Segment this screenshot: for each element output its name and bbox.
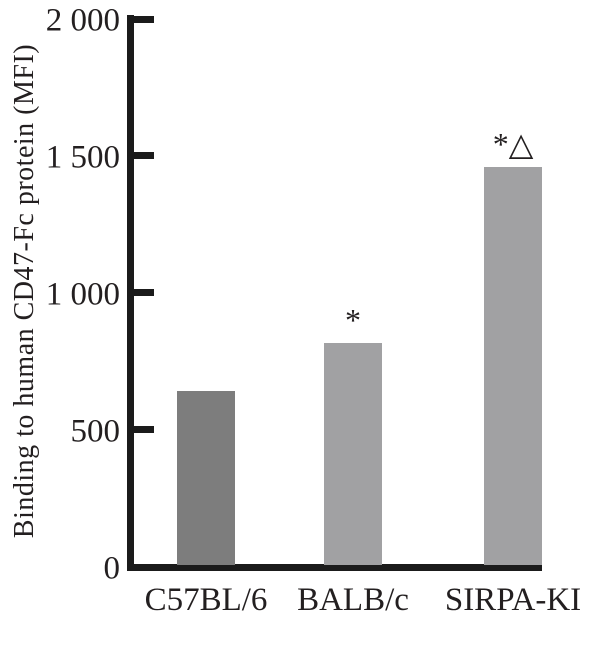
y-tick-label: 1 000 (45, 276, 120, 313)
x-category-label: BALB/c (297, 582, 409, 618)
significance-marker: *△ (492, 125, 534, 162)
x-category-label: SIRPA-KI (444, 582, 582, 618)
y-tick-mark (134, 15, 154, 23)
bar-SIRPA-KI (484, 166, 542, 565)
y-tick-label: 500 (70, 413, 121, 450)
y-tick-mark (134, 152, 154, 160)
y-tick-mark (134, 289, 154, 297)
significance-marker: * (345, 302, 361, 339)
y-tick-label: 2 000 (45, 2, 120, 39)
y-axis-title: Binding to human CD47-Fc protein (MFI) (9, 43, 40, 539)
x-axis-line (127, 564, 542, 571)
y-tick-label: 0 (103, 550, 121, 586)
y-axis-line (127, 15, 134, 571)
x-category-label: C57BL/6 (144, 582, 268, 618)
y-tick-label: 1 500 (45, 139, 120, 176)
y-tick-mark (134, 426, 154, 434)
bar-C57BL/6 (177, 391, 235, 565)
bar-BALB/c (324, 343, 382, 565)
